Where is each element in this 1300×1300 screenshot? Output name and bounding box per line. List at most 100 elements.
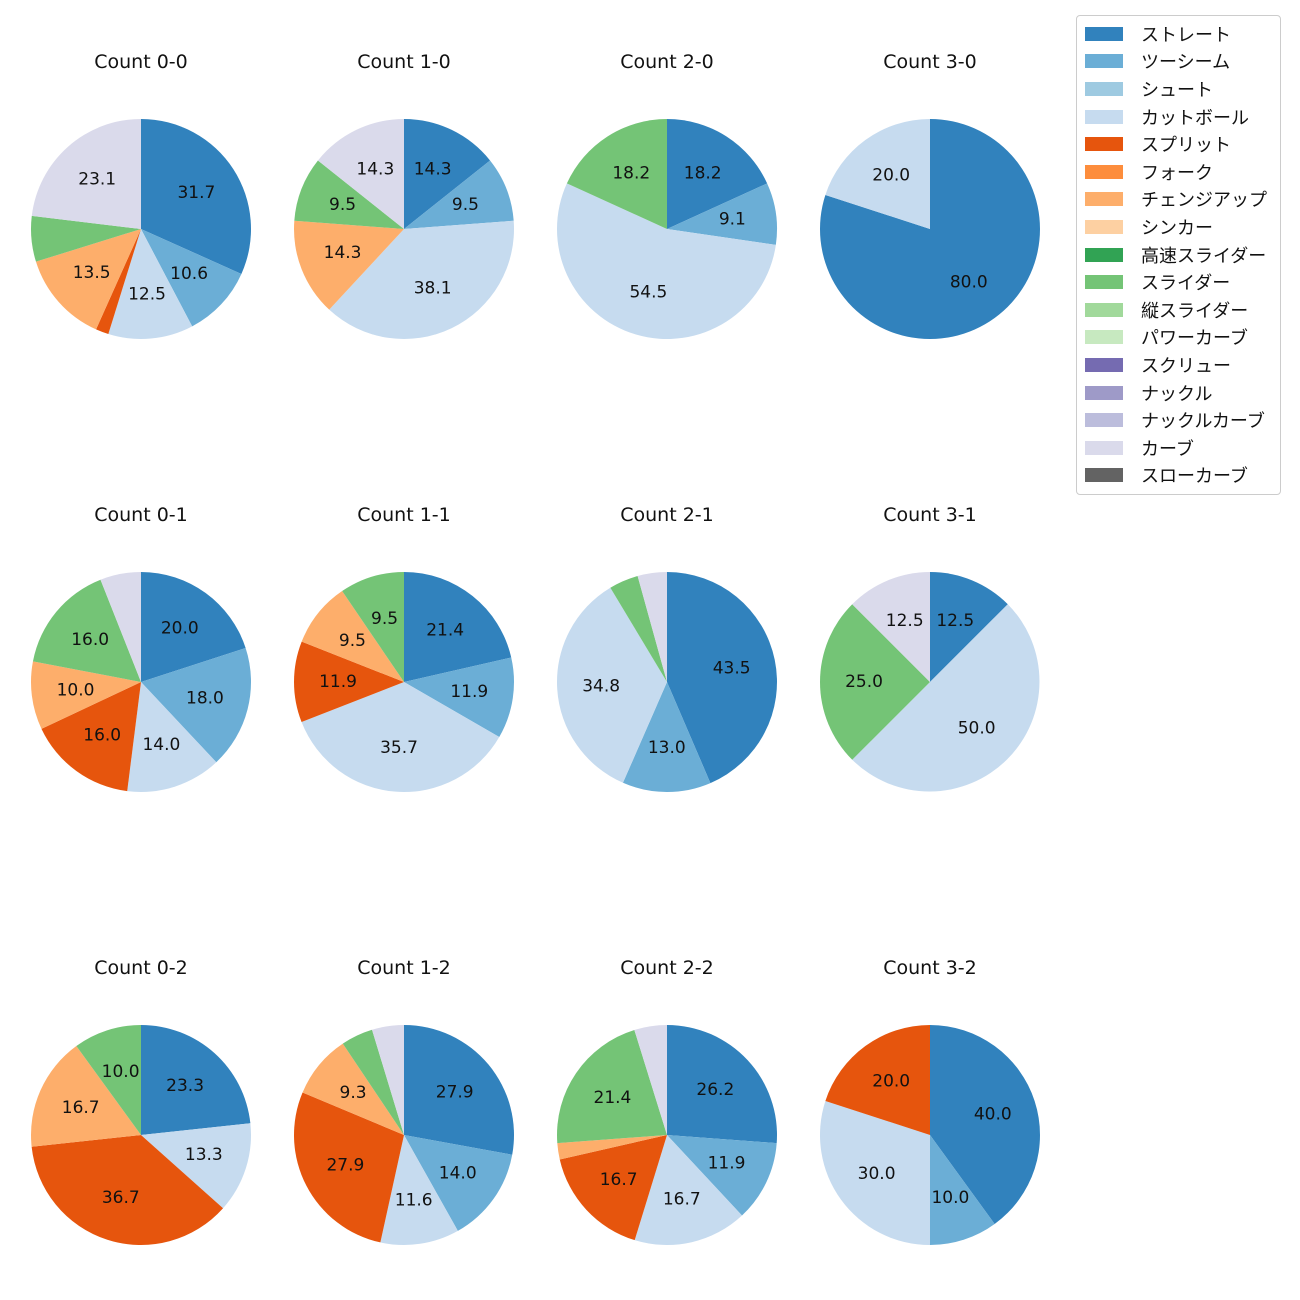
slice-label: 35.7	[380, 738, 418, 758]
slice-label: 12.5	[936, 611, 974, 631]
pie-slice	[141, 119, 252, 274]
slice-label: 27.9	[436, 1083, 474, 1103]
pie-slice	[667, 572, 777, 784]
slice-label: 10.6	[170, 264, 208, 284]
pie-slice	[294, 1092, 404, 1243]
legend-item: フォーク	[1077, 158, 1280, 186]
pie-panel: Count 1-014.39.538.114.39.514.3	[293, 51, 515, 339]
slice-label: 16.0	[71, 630, 109, 650]
legend-swatch	[1085, 109, 1123, 124]
legend-item: ツーシーム	[1077, 48, 1280, 76]
pie-slice	[108, 229, 193, 340]
legend-item: 高速スライダー	[1077, 241, 1280, 269]
pie-slice	[566, 119, 667, 229]
legend-item: 縦スライダー	[1077, 296, 1280, 324]
pie-slice	[930, 1025, 1041, 1224]
slice-label: 14.3	[324, 243, 362, 263]
legend-swatch	[1085, 54, 1123, 69]
legend-swatch	[1085, 385, 1123, 400]
legend-swatch	[1085, 247, 1123, 262]
panel-title: Count 2-0	[620, 51, 714, 73]
pie-slice	[556, 587, 667, 783]
pie-slice	[825, 1025, 930, 1135]
pie-slice	[96, 229, 141, 335]
pie-panel: Count 2-2 26.2 11.9 16.7 16.7 21.4	[557, 957, 777, 1246]
slice-label: 13.3	[185, 1145, 223, 1165]
pie-panel: Count 2-1 43.5 13.0 34.8	[556, 504, 777, 792]
legend-label: カーブ	[1141, 438, 1194, 460]
slice-label: 9.5	[371, 609, 398, 629]
slice-label: 16.7	[663, 1189, 701, 1209]
slice-label: 23.1	[78, 170, 116, 190]
legend-label: パワーカーブ	[1141, 328, 1248, 350]
legend-label: スプリット	[1141, 135, 1231, 157]
slice-label: 54.5	[629, 282, 667, 302]
panel-title: Count 3-0	[883, 51, 977, 73]
slice-label: 13.5	[73, 263, 111, 283]
slice-label: 34.8	[582, 676, 620, 696]
legend-label: シンカー	[1141, 217, 1213, 239]
pie-slice	[35, 229, 141, 330]
pie-slice	[556, 183, 776, 340]
pie-slice	[852, 604, 1040, 792]
slice-label: 16.7	[600, 1170, 638, 1190]
panel-title: Count 2-1	[620, 504, 714, 526]
slice-label: 12.5	[128, 285, 166, 305]
legend-item: シュート	[1077, 75, 1280, 103]
slice-label: 50.0	[958, 719, 996, 739]
pie-slice	[667, 183, 777, 245]
slice-label: 9.5	[452, 195, 479, 215]
legend-label: カットボール	[1141, 107, 1249, 129]
legend-label: 縦スライダー	[1141, 300, 1249, 322]
pie-slice	[141, 572, 246, 682]
legend-item: スライダー	[1077, 268, 1280, 296]
slice-label: 11.9	[319, 672, 357, 692]
legend-label: スライダー	[1141, 273, 1231, 295]
panel-title: Count 0-0	[94, 51, 188, 73]
legend: ストレート ツーシーム シュート カットボール スプリット フォーク チェンジアップ シンカー…	[1076, 15, 1281, 496]
legend-swatch	[1085, 330, 1123, 345]
legend-swatch	[1085, 302, 1123, 317]
slice-label: 30.0	[858, 1164, 896, 1184]
pie-slice	[301, 682, 500, 792]
pie-slice	[294, 160, 404, 229]
panel-title: Count 0-1	[94, 504, 188, 526]
pie-slice	[31, 661, 141, 729]
legend-label: スローカーブ	[1141, 466, 1248, 488]
pie-slice	[141, 1025, 251, 1135]
legend-swatch	[1085, 275, 1123, 290]
pie-slice	[637, 572, 667, 682]
pie-slice	[610, 576, 667, 682]
legend-item: チェンジアップ	[1077, 186, 1280, 214]
pie-slice	[559, 1135, 667, 1241]
slice-label: 31.7	[177, 183, 215, 203]
panel-title: Count 0-2	[94, 957, 188, 979]
slice-label: 18.2	[612, 164, 650, 184]
legend-item: スローカーブ	[1077, 462, 1280, 490]
legend-label: フォーク	[1141, 162, 1213, 184]
panel-title: Count 3-1	[883, 504, 977, 526]
pie-slice	[557, 1135, 667, 1160]
legend-item: スクリュー	[1077, 351, 1280, 379]
pie-slice	[667, 119, 768, 229]
slice-label: 11.9	[450, 682, 488, 702]
pie-slice	[342, 1029, 404, 1135]
legend-item: ナックルカーブ	[1077, 406, 1280, 434]
legend-swatch	[1085, 26, 1123, 41]
pie-panel: Count 2-0 18.2 9.1 54.5 18.2	[556, 51, 777, 340]
legend-item: シンカー	[1077, 213, 1280, 241]
legend-swatch	[1085, 413, 1123, 428]
pie-slice	[622, 682, 711, 792]
legend-label: ツーシーム	[1141, 52, 1231, 74]
legend-swatch	[1085, 164, 1123, 179]
pie-slice	[825, 119, 930, 229]
slice-label: 16.7	[62, 1098, 100, 1118]
pie-slice	[404, 657, 514, 737]
panel-title: Count 1-2	[357, 957, 451, 979]
legend-label: スクリュー	[1141, 355, 1231, 377]
slice-label: 10.0	[57, 680, 95, 700]
slice-label: 20.0	[161, 619, 199, 639]
legend-label: ナックルカーブ	[1141, 411, 1265, 433]
slice-label: 25.0	[845, 672, 883, 692]
slice-label: 14.3	[414, 160, 452, 180]
